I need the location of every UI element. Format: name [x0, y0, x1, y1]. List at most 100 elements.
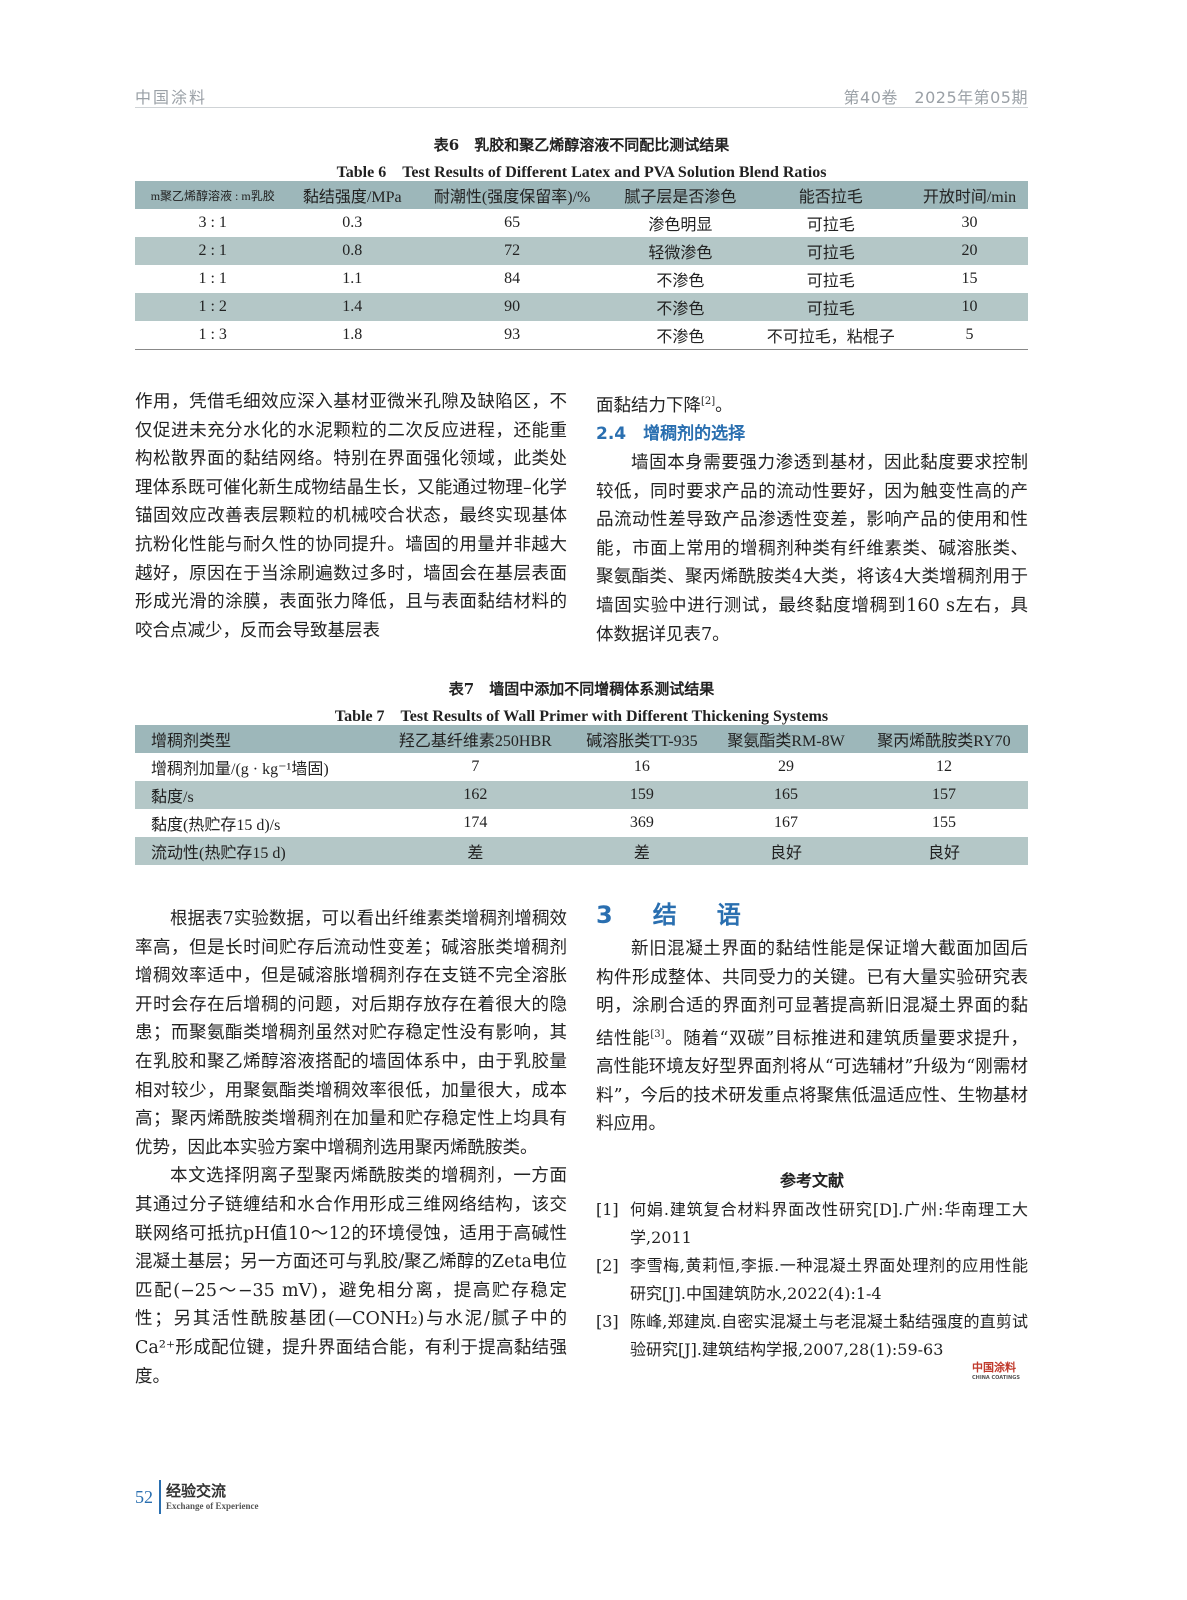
header-rule	[135, 107, 1028, 108]
right-column-bottom: 3 结 语 新旧混凝土界面的黏结性能是保证增大截面加固后构件形成整体、共同受力的…	[596, 895, 1028, 1364]
table-cell: 5	[965, 326, 974, 343]
reference-number: [3]	[596, 1311, 619, 1331]
table-cell: 黏度/s	[135, 781, 380, 809]
table-cell: 165	[712, 781, 860, 809]
table-cell: 29	[778, 758, 795, 775]
table-cell: 可拉毛	[750, 293, 911, 321]
table-cell: 20	[910, 237, 1028, 265]
column-header: 聚氨酯类RM-8W	[712, 725, 860, 753]
table-cell: 15	[961, 270, 978, 287]
table-cell: 可拉毛	[750, 237, 911, 265]
column-header: 能否拉毛	[750, 181, 911, 209]
table-cell: 1 : 3	[198, 326, 227, 343]
table7-title-en: Table 7 Test Results of Wall Primer with…	[334, 708, 829, 725]
table-cell: 7	[471, 758, 480, 775]
issue-info: 第40卷 2025年第05期	[843, 88, 1028, 107]
left-column-top: 作用，凭借毛细效应深入基材亚微米孔隙及缺陷区，不仅促进未充分水化的水泥颗粒的二次…	[135, 388, 567, 645]
paragraph: 根据表7实验数据，可以看出纤维素类增稠剂增稠效率高，但是长时间贮存后流动性变差；…	[135, 909, 567, 1158]
column-header: 腻子层是否渗色	[610, 181, 751, 209]
table-cell: 162	[379, 781, 572, 809]
table-cell: 1.4	[290, 293, 415, 321]
table7-title-cn: 表7 墙固中添加不同增稠体系测试结果	[448, 680, 715, 698]
left-column-bottom: 根据表7实验数据，可以看出纤维素类增稠剂增稠效率高，但是长时间贮存后流动性变差；…	[135, 905, 567, 1391]
reference-item: [1] 何娟.建筑复合材料界面改性研究[D].广州:华南理工大学,2011	[596, 1196, 1028, 1252]
column-header: 聚丙烯酰胺类RY70	[859, 725, 1028, 753]
paragraph: 本文选择阴离子型聚丙烯酰胺类的增稠剂，一方面其通过分子链缠结和水合作用形成三维网…	[135, 1166, 567, 1387]
reference-text: 陈峰,郑建岚.自密实混凝土与老混凝土黏结强度的直剪试验研究[J].建筑结构学报,…	[630, 1311, 1028, 1359]
table-header-row: m聚乙烯醇溶液 : m乳胶 黏结强度/MPa 耐潮性(强度保留率)/% 腻子层是…	[135, 181, 1028, 209]
table-cell: 1.1	[342, 270, 363, 287]
column-header: 黏结强度/MPa	[290, 181, 415, 209]
table-row: 3 : 1 0.3 65 渗色明显 可拉毛 30	[135, 209, 1028, 237]
table-row: 2 : 1 0.8 72 轻微渗色 可拉毛 20	[135, 237, 1028, 265]
section-heading-2-4: 2.4 增稠剂的选择	[596, 424, 746, 445]
paragraph: 墙固本身需要强力渗透到基材，因此黏度要求控制较低，同时要求产品的流动性要好，因为…	[596, 453, 1028, 645]
table-row: 1 : 1 1.1 84 不渗色 可拉毛 15	[135, 265, 1028, 293]
table-cell: 159	[571, 781, 713, 809]
table-cell: 0.8	[290, 237, 415, 265]
column-header: 耐潮性(强度保留率)/%	[414, 181, 611, 209]
section-heading-3: 3 结 语	[596, 901, 749, 929]
table-row: 黏度(热贮存15 d)/s 174 369 167 155	[135, 809, 1028, 837]
table-cell: 155	[931, 814, 956, 831]
reference-text: 李雪梅,黄莉恒,李振.一种混凝土界面处理剂的应用性能研究[J].中国建筑防水,2…	[630, 1255, 1028, 1303]
references-heading: 参考文献	[779, 1170, 844, 1190]
table-cell: 良好	[859, 837, 1028, 865]
reference-number: [1]	[596, 1199, 619, 1219]
column-header: 增稠剂类型	[135, 725, 380, 753]
section-label-cn: 经验交流	[166, 1482, 227, 1500]
table-cell: 不可拉毛，粘棍子	[766, 329, 895, 346]
reference-item: [2] 李雪梅,黄莉恒,李振.一种混凝土界面处理剂的应用性能研究[J].中国建筑防…	[596, 1252, 1028, 1308]
table-cell: 可拉毛	[806, 273, 855, 290]
journal-name: 中国涂料	[135, 88, 208, 107]
table-cell: 不渗色	[656, 329, 705, 346]
column-header: 羟乙基纤维素250HBR	[379, 725, 572, 753]
table-header-row: 增稠剂类型 羟乙基纤维素250HBR 碱溶胀类TT-935 聚氨酯类RM-8W …	[135, 725, 1028, 753]
table-cell: 差	[571, 837, 713, 865]
table-cell: 不渗色	[610, 293, 751, 321]
table-cell: 差	[379, 837, 572, 865]
table-cell: 72	[414, 237, 611, 265]
paragraph-continuation: 面黏结力下降[2]。	[596, 395, 733, 416]
table-cell: 90	[414, 293, 611, 321]
table-cell: 2 : 1	[135, 237, 291, 265]
table-cell: 369	[629, 814, 654, 831]
table-cell: 65	[504, 214, 521, 231]
table-cell: 84	[504, 270, 521, 287]
reference-text: 何娟.建筑复合材料界面改性研究[D].广州:华南理工大学,2011	[630, 1199, 1028, 1247]
paragraph: 新旧混凝土界面的黏结性能是保证增大截面加固后构件形成整体、共同受力的关键。已有大…	[596, 939, 1028, 1135]
table-cell: 93	[504, 326, 521, 343]
table-cell: 1.8	[342, 326, 363, 343]
table-cell: 16	[633, 758, 650, 775]
table-row: 增稠剂加量/(g · kg⁻¹墙固) 7 16 29 12	[135, 753, 1028, 781]
table-cell: 157	[859, 781, 1028, 809]
table-cell: 增稠剂加量/(g · kg⁻¹墙固)	[151, 761, 329, 778]
table6-title-cn: 表6 乳胶和聚乙烯醇溶液不同配比测试结果	[433, 136, 730, 154]
table7: 增稠剂类型 羟乙基纤维素250HBR 碱溶胀类TT-935 聚氨酯类RM-8W …	[135, 725, 1028, 865]
table-cell: 不渗色	[656, 273, 705, 290]
table6: m聚乙烯醇溶液 : m乳胶 黏结强度/MPa 耐潮性(强度保留率)/% 腻子层是…	[135, 181, 1028, 350]
journal-logo: 中国涂料 CHINA COATINGS	[972, 1361, 1020, 1381]
reference-number: [2]	[596, 1255, 619, 1275]
table-row: 1 : 3 1.8 93 不渗色 不可拉毛，粘棍子 5	[135, 321, 1028, 350]
reference-item: [3] 陈峰,郑建岚.自密实混凝土与老混凝土黏结强度的直剪试验研究[J].建筑结构…	[596, 1308, 1028, 1364]
table-cell: 174	[463, 814, 488, 831]
citation: [2]	[701, 396, 716, 407]
column-header: 开放时间/min	[910, 181, 1028, 209]
paragraph: 作用，凭借毛细效应深入基材亚微米孔隙及缺陷区，不仅促进未充分水化的水泥颗粒的二次…	[135, 392, 567, 641]
table-cell: 1 : 1	[198, 270, 227, 287]
citation: [3]	[650, 1028, 665, 1040]
footer: 52 经验交流 Exchange of Experience	[135, 1480, 259, 1514]
table-cell: 1 : 2	[135, 293, 291, 321]
table-cell: 流动性(热贮存15 d)	[135, 837, 380, 865]
table-cell: 轻微渗色	[610, 237, 751, 265]
table-cell: 30	[961, 214, 978, 231]
column-header: m聚乙烯醇溶液 : m乳胶	[135, 181, 291, 209]
right-column-top: 面黏结力下降[2]。 2.4 增稠剂的选择 墙固本身需要强力渗透到基材，因此黏度…	[596, 388, 1028, 649]
table-cell: 黏度(热贮存15 d)/s	[151, 817, 281, 834]
table-row: 流动性(热贮存15 d) 差差良好 良好	[135, 837, 1028, 865]
table-cell: 可拉毛	[806, 217, 855, 234]
table-cell: 10	[910, 293, 1028, 321]
table-cell: 12	[935, 758, 952, 775]
